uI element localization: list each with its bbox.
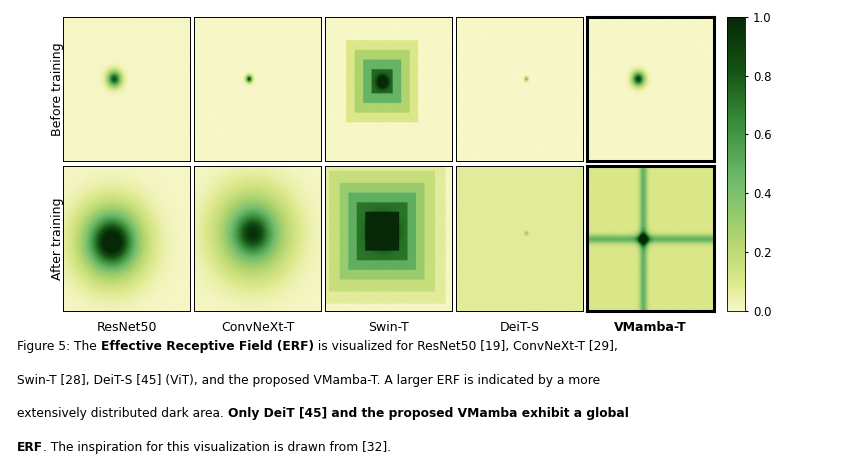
Text: After training: After training — [51, 198, 64, 280]
Text: is visualized for ResNet50 [19], ConvNeXt-T [29],: is visualized for ResNet50 [19], ConvNeX… — [313, 340, 617, 353]
Text: Swin-T: Swin-T — [368, 321, 408, 333]
Text: Before training: Before training — [51, 42, 64, 136]
Text: ResNet50: ResNet50 — [96, 321, 157, 333]
Text: extensively distributed dark area.: extensively distributed dark area. — [17, 407, 227, 420]
Text: ERF: ERF — [17, 441, 43, 454]
Text: Figure 5: The: Figure 5: The — [17, 340, 100, 353]
Text: VMamba-T: VMamba-T — [614, 321, 686, 333]
Text: ConvNeXt-T: ConvNeXt-T — [221, 321, 294, 333]
Text: DeiT-S: DeiT-S — [499, 321, 539, 333]
Text: Swin-T [28], DeiT-S [45] (ViT), and the proposed VMamba-T. A larger ERF is indic: Swin-T [28], DeiT-S [45] (ViT), and the … — [17, 373, 599, 387]
Text: . The inspiration for this visualization is drawn from [32].: . The inspiration for this visualization… — [43, 441, 391, 454]
Text: Effective Receptive Field (ERF): Effective Receptive Field (ERF) — [100, 340, 313, 353]
Text: Only DeiT [45] and the proposed VMamba exhibit a global: Only DeiT [45] and the proposed VMamba e… — [227, 407, 628, 420]
